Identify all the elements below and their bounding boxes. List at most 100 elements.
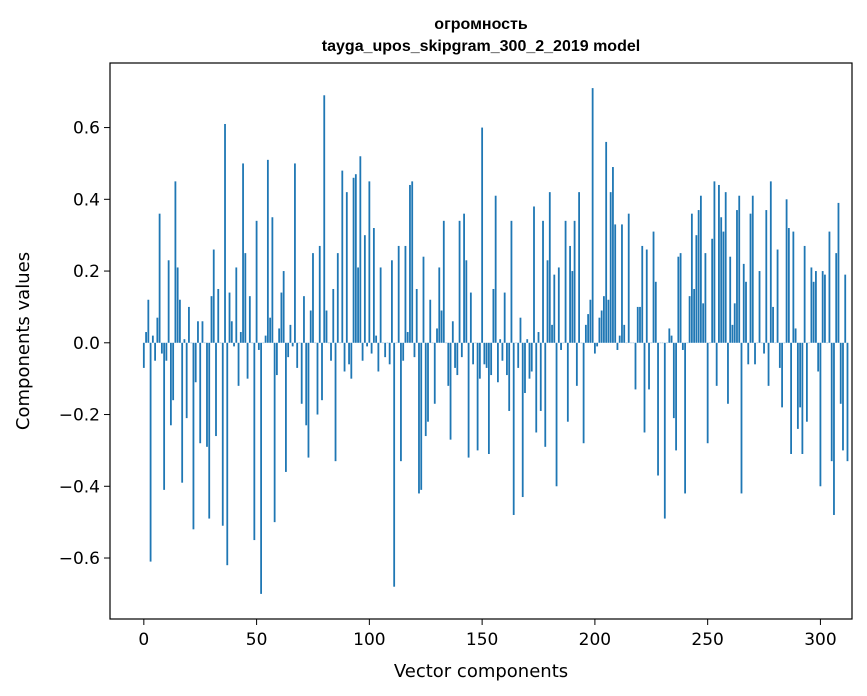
bar-104	[377, 342, 380, 372]
bar-40	[233, 342, 235, 347]
bar-100	[368, 181, 371, 343]
bar-137	[451, 321, 454, 343]
bar-277	[767, 342, 770, 386]
bar-192	[575, 342, 578, 386]
bar-222	[643, 342, 646, 433]
bar-195	[582, 342, 585, 444]
bar-132	[440, 310, 443, 343]
bar-41	[235, 267, 238, 343]
bar-239	[681, 342, 684, 350]
bar-226	[652, 231, 655, 343]
bar-269	[749, 213, 752, 343]
bar-30	[210, 296, 213, 343]
bar-144	[467, 342, 470, 458]
bar-88	[341, 170, 344, 343]
plot-frame	[109, 62, 853, 620]
bar-130	[436, 328, 438, 343]
bar-4	[151, 335, 154, 343]
bar-297	[812, 281, 815, 343]
y-tick-label: −0.4	[59, 477, 100, 497]
bar-287	[790, 342, 792, 454]
bar-55	[266, 159, 269, 343]
bar-114	[400, 342, 402, 462]
bar-2	[147, 299, 150, 343]
bar-153	[487, 342, 490, 454]
bars-group	[142, 88, 849, 594]
bar-81	[325, 310, 328, 343]
bar-238	[679, 253, 682, 343]
bar-227	[654, 281, 657, 343]
bar-176	[539, 342, 542, 411]
bar-257	[722, 231, 725, 343]
bar-183	[555, 342, 558, 487]
bar-310	[842, 342, 844, 451]
bar-68	[296, 342, 299, 368]
bar-72	[305, 342, 308, 426]
x-tick-label: 100	[353, 630, 385, 650]
bar-201	[596, 342, 599, 347]
bar-89	[343, 342, 346, 372]
bar-252	[711, 238, 714, 343]
bar-60	[278, 328, 281, 343]
bar-179	[546, 260, 549, 343]
bar-173	[533, 206, 535, 343]
bar-63	[285, 342, 287, 472]
bar-281	[776, 249, 779, 343]
bar-213	[623, 324, 626, 343]
bar-145	[469, 292, 472, 343]
bar-26	[201, 321, 204, 343]
bar-275	[763, 342, 765, 354]
bar-124	[422, 256, 425, 343]
bar-152	[485, 342, 488, 368]
bar-16	[179, 299, 181, 343]
bar-66	[291, 342, 294, 347]
bar-245	[695, 235, 698, 343]
bar-175	[537, 332, 540, 343]
bar-181	[551, 324, 553, 343]
bar-301	[821, 271, 824, 343]
bar-70	[300, 342, 303, 404]
bar-237	[677, 256, 680, 343]
bar-206	[607, 299, 610, 343]
bar-157	[497, 342, 499, 383]
bar-264	[738, 195, 741, 343]
bar-259	[727, 342, 729, 404]
bar-294	[805, 342, 808, 422]
bar-105	[379, 267, 382, 343]
bar-20	[188, 306, 190, 343]
bar-28	[206, 342, 208, 447]
bar-64	[287, 342, 290, 358]
bar-62	[282, 271, 285, 343]
bar-9	[163, 342, 166, 490]
bar-94	[354, 174, 357, 343]
bar-266	[742, 263, 745, 343]
bar-126	[427, 342, 429, 422]
bar-85	[334, 342, 337, 462]
bar-121	[415, 288, 418, 343]
x-axis-ticks: 0 50 100 150 200 250 300	[138, 619, 837, 650]
bar-29	[208, 342, 211, 519]
bar-141	[460, 342, 463, 358]
bar-23	[194, 342, 197, 383]
bar-248	[702, 303, 705, 343]
bar-208	[612, 167, 614, 343]
bar-250	[706, 342, 709, 444]
bar-35	[221, 342, 224, 526]
bar-7	[158, 213, 161, 343]
bar-304	[828, 231, 831, 343]
bar-149	[478, 342, 481, 379]
bar-223	[645, 249, 648, 343]
bar-309	[839, 342, 842, 404]
bar-221	[641, 245, 644, 343]
bar-24	[197, 321, 199, 343]
bar-296	[810, 267, 813, 343]
bar-240	[684, 342, 686, 494]
bar-150	[481, 127, 484, 343]
bar-283	[781, 342, 783, 408]
y-tick-label: −0.6	[59, 549, 100, 569]
bar-25	[199, 342, 202, 444]
bar-15	[176, 267, 179, 343]
bar-156	[494, 195, 497, 343]
bar-286	[787, 228, 790, 343]
bar-209	[614, 224, 617, 343]
